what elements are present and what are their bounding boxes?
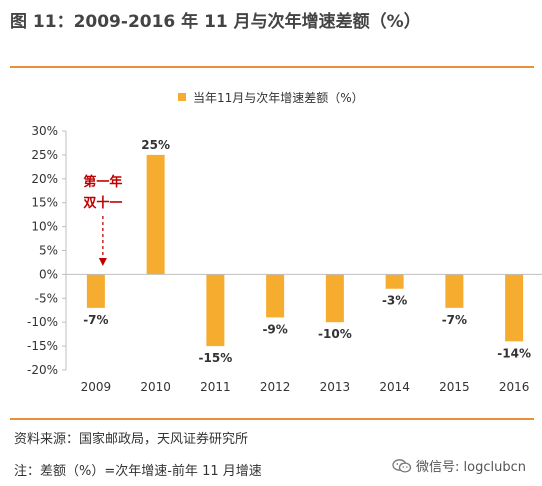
- x-tick-label-2012: 2012: [260, 380, 291, 394]
- x-tick-label-2016: 2016: [499, 380, 530, 394]
- bar-2011: [206, 274, 225, 347]
- data-label-2014: -3%: [382, 294, 407, 308]
- y-tick-label: 25%: [31, 148, 58, 162]
- data-label-2011: -15%: [199, 351, 233, 365]
- y-tick-label: 0%: [39, 267, 58, 281]
- y-tick-label: 10%: [31, 220, 58, 234]
- bar-2012: [266, 274, 285, 318]
- source-text: 资料来源：国家邮政局，天风证券研究所: [14, 432, 249, 447]
- y-tick-label: 5%: [39, 244, 58, 258]
- y-tick-label: 20%: [31, 172, 58, 186]
- x-tick-label-2011: 2011: [200, 380, 231, 394]
- bar-2016: [505, 274, 524, 342]
- bottom-divider: [10, 418, 534, 420]
- y-tick-label: -5%: [35, 291, 58, 305]
- x-tick-label-2009: 2009: [81, 380, 112, 394]
- y-tick-label: 15%: [31, 196, 58, 210]
- data-label-2015: -7%: [442, 313, 467, 327]
- note-text: 注：差额（%）=次年增速-前年 11 月增速: [14, 464, 262, 479]
- data-label-2009: -7%: [83, 313, 108, 327]
- data-label-2010: 25%: [141, 138, 170, 152]
- data-label-2016: -14%: [497, 346, 531, 360]
- y-tick-label: -10%: [27, 315, 58, 329]
- x-tick-label-2013: 2013: [320, 380, 351, 394]
- legend-label: 当年11月与次年增速差额（%）: [193, 91, 364, 105]
- x-tick-label-2015: 2015: [439, 380, 470, 394]
- annotation-arrow-head: [98, 258, 107, 266]
- y-tick-label: -20%: [27, 363, 58, 377]
- data-label-2013: -10%: [318, 327, 352, 341]
- watermark-text: 微信号: logclubcn: [416, 460, 526, 475]
- y-tick-label: 30%: [31, 124, 58, 138]
- bar-2014: [385, 274, 404, 289]
- data-labels: -7% 25% -15% -9% -10% -3% -7% -14%: [83, 138, 531, 365]
- x-axis-labels: 2009 2010 2011 2012 2013 2014 2015 2016: [81, 380, 530, 394]
- watermark: 微信号: logclubcn: [392, 456, 526, 475]
- annotation-line: 双十一: [83, 195, 122, 211]
- annotation-line: 第一年: [83, 174, 122, 190]
- bar-2010: [146, 154, 165, 275]
- data-label-2012: -9%: [262, 322, 287, 336]
- wechat-icon: [392, 458, 412, 473]
- top-divider: [10, 66, 534, 68]
- legend-swatch: [178, 93, 186, 101]
- legend: 当年11月与次年增速差额（%）: [178, 91, 364, 105]
- bar-2013: [325, 274, 344, 323]
- y-tick-label: -15%: [27, 339, 58, 353]
- y-axis-ticks: 30% 25% 20% 15% 10% 5% 0% -5% -10% -15% -20%: [27, 124, 66, 377]
- bars: [86, 154, 524, 347]
- bar-2009: [86, 274, 105, 308]
- figure-title: 图 11：2009-2016 年 11 月与次年增速差额（%）: [10, 12, 421, 32]
- x-tick-label-2014: 2014: [379, 380, 410, 394]
- x-tick-label-2010: 2010: [140, 380, 171, 394]
- bar-2015: [445, 274, 464, 308]
